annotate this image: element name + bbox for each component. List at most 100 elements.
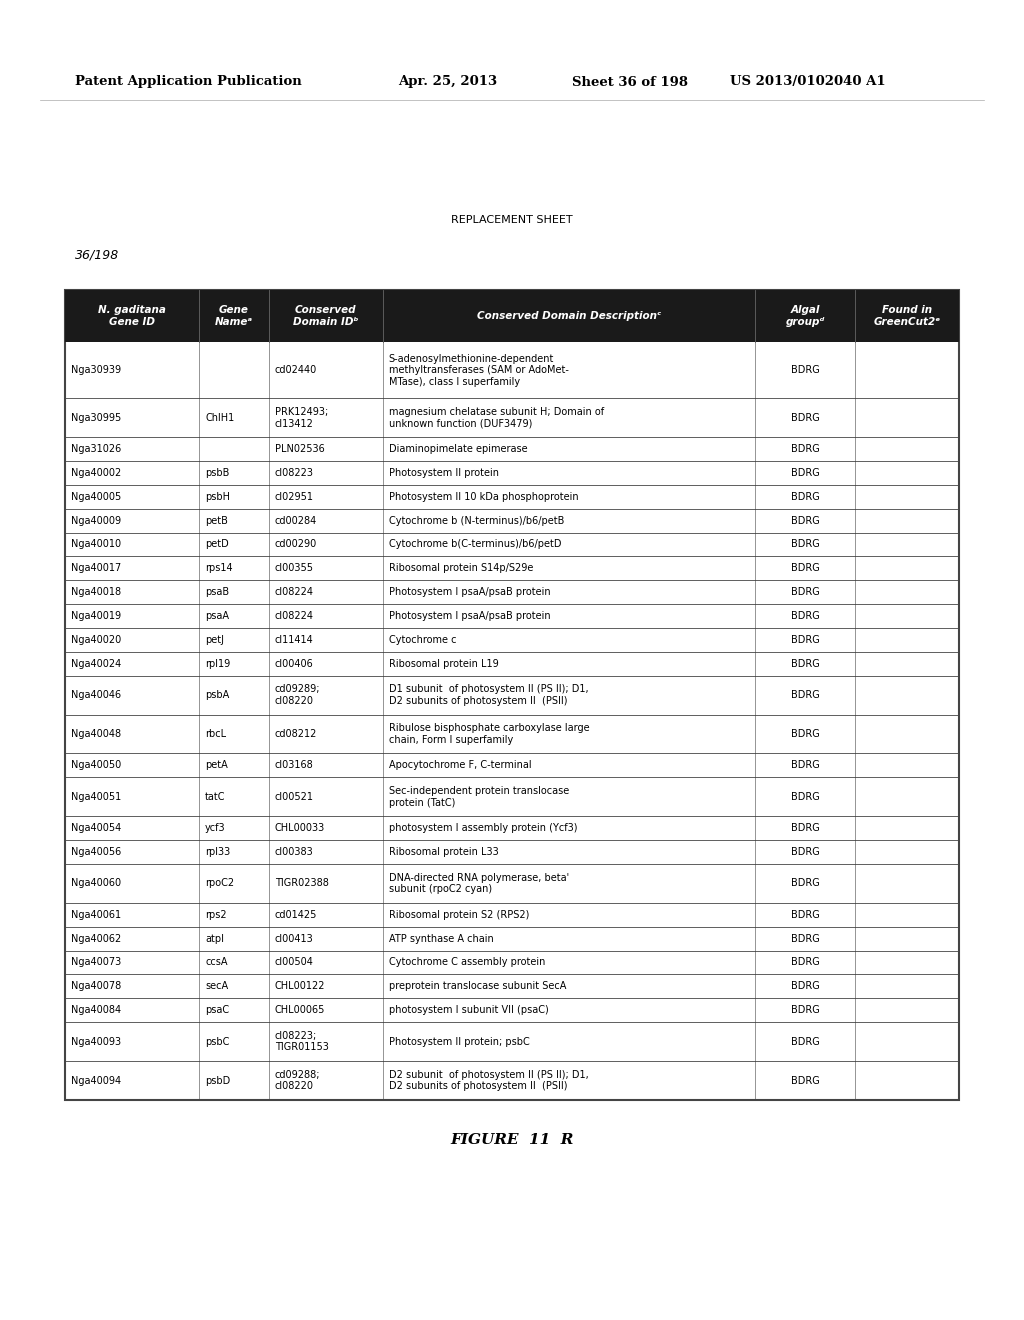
Text: petA: petA (205, 760, 228, 771)
Text: cd08212: cd08212 (274, 729, 317, 739)
Text: cl11414: cl11414 (274, 635, 313, 644)
Text: cd01425: cd01425 (274, 909, 317, 920)
Text: photosystem I subunit VII (psaC): photosystem I subunit VII (psaC) (389, 1005, 549, 1015)
Text: S-adenosylmethionine-dependent
methyltransferases (SAM or AdoMet-
MTase), class : S-adenosylmethionine-dependent methyltra… (389, 354, 568, 387)
Text: DNA-directed RNA polymerase, beta'
subunit (rpoC2 cyan): DNA-directed RNA polymerase, beta' subun… (389, 873, 569, 894)
Text: secA: secA (205, 981, 228, 991)
Bar (65, 290, 959, 342)
Text: BDRG: BDRG (791, 760, 819, 771)
Text: tatC: tatC (205, 792, 225, 801)
Text: 36/198: 36/198 (75, 248, 119, 261)
Text: rpl19: rpl19 (205, 659, 230, 669)
Text: psbH: psbH (205, 492, 230, 502)
Text: rps14: rps14 (205, 564, 232, 573)
Text: Ribosomal protein S14p/S29e: Ribosomal protein S14p/S29e (389, 564, 534, 573)
Text: cl00504: cl00504 (274, 957, 313, 968)
Text: Apr. 25, 2013: Apr. 25, 2013 (398, 75, 497, 88)
Text: BDRG: BDRG (791, 909, 819, 920)
Text: Nga30939: Nga30939 (71, 366, 121, 375)
Text: Photosystem II protein; psbC: Photosystem II protein; psbC (389, 1036, 529, 1047)
Text: Cytochrome b (N-terminus)/b6/petB: Cytochrome b (N-terminus)/b6/petB (389, 516, 564, 525)
Text: Nga30995: Nga30995 (71, 413, 121, 422)
Text: Photosystem I psaA/psaB protein: Photosystem I psaA/psaB protein (389, 611, 551, 620)
Text: Nga40046: Nga40046 (71, 690, 121, 700)
Text: BDRG: BDRG (791, 824, 819, 833)
Text: Nga40061: Nga40061 (71, 909, 121, 920)
Text: Nga40093: Nga40093 (71, 1036, 121, 1047)
Text: Sec-independent protein translocase
protein (TatC): Sec-independent protein translocase prot… (389, 785, 569, 808)
Text: Nga40060: Nga40060 (71, 878, 121, 888)
Text: psbA: psbA (205, 690, 229, 700)
Text: cl00383: cl00383 (274, 847, 313, 857)
Text: Nga40078: Nga40078 (71, 981, 121, 991)
Text: BDRG: BDRG (791, 1076, 819, 1085)
Text: BDRG: BDRG (791, 878, 819, 888)
Text: D2 subunit  of photosystem II (PS II); D1,
D2 subunits of photosystem II  (PSII): D2 subunit of photosystem II (PS II); D1… (389, 1069, 589, 1092)
Text: Nga40048: Nga40048 (71, 729, 121, 739)
Text: Nga40020: Nga40020 (71, 635, 121, 644)
Text: US 2013/0102040 A1: US 2013/0102040 A1 (730, 75, 886, 88)
Text: rpoC2: rpoC2 (205, 878, 234, 888)
Text: BDRG: BDRG (791, 729, 819, 739)
Text: TIGR02388: TIGR02388 (274, 878, 329, 888)
Text: Algal
groupᵈ: Algal groupᵈ (785, 305, 824, 327)
Text: BDRG: BDRG (791, 540, 819, 549)
Text: CHL00122: CHL00122 (274, 981, 326, 991)
Text: Photosystem II 10 kDa phosphoprotein: Photosystem II 10 kDa phosphoprotein (389, 492, 579, 502)
Text: photosystem I assembly protein (Ycf3): photosystem I assembly protein (Ycf3) (389, 824, 578, 833)
Text: CHL00033: CHL00033 (274, 824, 325, 833)
Text: D1 subunit  of photosystem II (PS II); D1,
D2 subunits of photosystem II  (PSII): D1 subunit of photosystem II (PS II); D1… (389, 684, 589, 706)
Text: cd09288;
cl08220: cd09288; cl08220 (274, 1069, 321, 1092)
Text: Sheet 36 of 198: Sheet 36 of 198 (572, 75, 688, 88)
Text: Diaminopimelate epimerase: Diaminopimelate epimerase (389, 445, 527, 454)
Text: BDRG: BDRG (791, 492, 819, 502)
Text: cl00355: cl00355 (274, 564, 313, 573)
Text: PLN02536: PLN02536 (274, 445, 325, 454)
Text: Nga40062: Nga40062 (71, 933, 121, 944)
Text: cl08224: cl08224 (274, 611, 313, 620)
Text: petJ: petJ (205, 635, 224, 644)
Text: Conserved
Domain IDᵇ: Conserved Domain IDᵇ (293, 305, 358, 327)
Text: Photosystem II protein: Photosystem II protein (389, 469, 499, 478)
Text: preprotein translocase subunit SecA: preprotein translocase subunit SecA (389, 981, 566, 991)
Text: BDRG: BDRG (791, 516, 819, 525)
Text: BDRG: BDRG (791, 847, 819, 857)
Text: Nga40005: Nga40005 (71, 492, 121, 502)
Text: Nga40073: Nga40073 (71, 957, 121, 968)
Text: ccsA: ccsA (205, 957, 227, 968)
Text: rps2: rps2 (205, 909, 226, 920)
Text: psbD: psbD (205, 1076, 230, 1085)
Text: BDRG: BDRG (791, 981, 819, 991)
Text: Ribosomal protein L33: Ribosomal protein L33 (389, 847, 499, 857)
Text: BDRG: BDRG (791, 445, 819, 454)
Text: Cytochrome C assembly protein: Cytochrome C assembly protein (389, 957, 545, 968)
Text: BDRG: BDRG (791, 957, 819, 968)
Text: Nga40084: Nga40084 (71, 1005, 121, 1015)
Text: cd02440: cd02440 (274, 366, 316, 375)
Text: BDRG: BDRG (791, 792, 819, 801)
Text: Ribosomal protein L19: Ribosomal protein L19 (389, 659, 499, 669)
Text: cl08223;
TIGR01153: cl08223; TIGR01153 (274, 1031, 329, 1052)
Text: Cytochrome b(C-terminus)/b6/petD: Cytochrome b(C-terminus)/b6/petD (389, 540, 561, 549)
Text: ChlH1: ChlH1 (205, 413, 234, 422)
Text: Nga40056: Nga40056 (71, 847, 121, 857)
Text: BDRG: BDRG (791, 635, 819, 644)
Text: BDRG: BDRG (791, 366, 819, 375)
Text: rbcL: rbcL (205, 729, 226, 739)
Text: cl03168: cl03168 (274, 760, 313, 771)
Text: cl08223: cl08223 (274, 469, 313, 478)
Text: Apocytochrome F, C-terminal: Apocytochrome F, C-terminal (389, 760, 531, 771)
Text: Nga40024: Nga40024 (71, 659, 121, 669)
Text: cl00413: cl00413 (274, 933, 313, 944)
Text: psaB: psaB (205, 587, 229, 597)
Text: psaC: psaC (205, 1005, 229, 1015)
Text: ATP synthase A chain: ATP synthase A chain (389, 933, 494, 944)
Text: Cytochrome c: Cytochrome c (389, 635, 457, 644)
Text: psbB: psbB (205, 469, 229, 478)
Text: Patent Application Publication: Patent Application Publication (75, 75, 302, 88)
Text: Nga40010: Nga40010 (71, 540, 121, 549)
Text: petB: petB (205, 516, 228, 525)
Text: BDRG: BDRG (791, 564, 819, 573)
Text: BDRG: BDRG (791, 659, 819, 669)
Text: cl00406: cl00406 (274, 659, 313, 669)
